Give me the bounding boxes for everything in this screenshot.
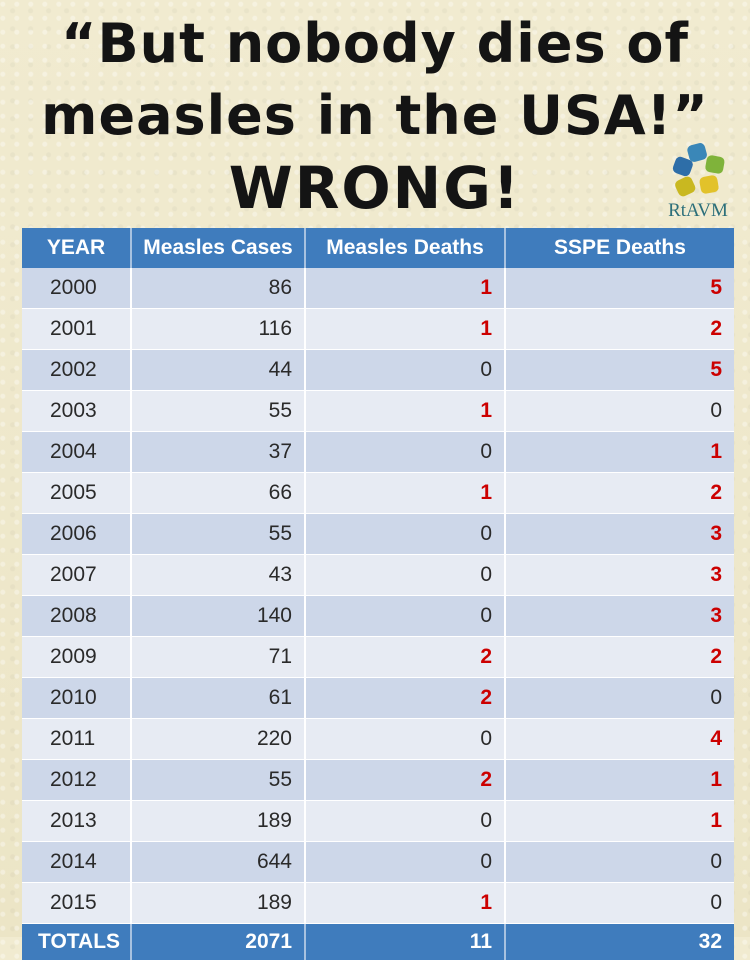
sspe-cell: 0 — [505, 842, 734, 883]
deaths-cell: 1 — [305, 473, 505, 514]
flower-logo-icon — [666, 142, 730, 200]
year-cell: 2007 — [22, 555, 131, 596]
year-cell: 2000 — [22, 268, 131, 309]
sspe-cell: 0 — [505, 883, 734, 924]
deaths-cell: 0 — [305, 432, 505, 473]
sspe-cell: 0 — [505, 678, 734, 719]
sspe-cell: 0 — [505, 391, 734, 432]
sspe-cell: 3 — [505, 514, 734, 555]
header-deaths: Measles Deaths — [305, 228, 505, 268]
sspe-cell: 2 — [505, 309, 734, 350]
table-header-row: YEAR Measles Cases Measles Deaths SSPE D… — [22, 228, 734, 268]
year-cell: 2006 — [22, 514, 131, 555]
deaths-cell: 0 — [305, 514, 505, 555]
cases-cell: 55 — [131, 514, 305, 555]
sspe-cell: 2 — [505, 473, 734, 514]
sspe-cell: 2 — [505, 637, 734, 678]
year-cell: 2001 — [22, 309, 131, 350]
cases-cell: 61 — [131, 678, 305, 719]
deaths-cell: 2 — [305, 678, 505, 719]
cases-cell: 189 — [131, 883, 305, 924]
deaths-cell: 0 — [305, 596, 505, 637]
deaths-cell: 2 — [305, 760, 505, 801]
headline-line-2: measles in the USA!” — [0, 80, 750, 152]
sspe-cell: 5 — [505, 268, 734, 309]
year-cell: 2003 — [22, 391, 131, 432]
sspe-cell: 1 — [505, 801, 734, 842]
cases-cell: 644 — [131, 842, 305, 883]
cases-cell: 43 — [131, 555, 305, 596]
sspe-cell: 1 — [505, 760, 734, 801]
cases-cell: 44 — [131, 350, 305, 391]
cases-cell: 66 — [131, 473, 305, 514]
deaths-cell: 0 — [305, 719, 505, 760]
deaths-cell: 1 — [305, 309, 505, 350]
year-cell: 2009 — [22, 637, 131, 678]
year-cell: 2010 — [22, 678, 131, 719]
totals-row: TOTALS 2071 11 32 — [22, 924, 734, 960]
totals-deaths: 11 — [305, 924, 505, 960]
year-cell: 2008 — [22, 596, 131, 637]
sspe-cell: 3 — [505, 596, 734, 637]
totals-sspe: 32 — [505, 924, 734, 960]
header-cases: Measles Cases — [131, 228, 305, 268]
measles-table: YEAR Measles Cases Measles Deaths SSPE D… — [22, 228, 734, 960]
deaths-cell: 1 — [305, 268, 505, 309]
cases-cell: 37 — [131, 432, 305, 473]
year-cell: 2015 — [22, 883, 131, 924]
year-cell: 2005 — [22, 473, 131, 514]
cases-cell: 116 — [131, 309, 305, 350]
year-cell: 2013 — [22, 801, 131, 842]
deaths-cell: 0 — [305, 350, 505, 391]
year-cell: 2011 — [22, 719, 131, 760]
totals-cases: 2071 — [131, 924, 305, 960]
year-cell: 2002 — [22, 350, 131, 391]
logo-text: RtAVM — [662, 200, 734, 222]
sspe-cell: 3 — [505, 555, 734, 596]
cases-cell: 86 — [131, 268, 305, 309]
cases-cell: 220 — [131, 719, 305, 760]
year-cell: 2004 — [22, 432, 131, 473]
headline-line-3: WRONG! — [0, 152, 750, 224]
headline: “But nobody dies of measles in the USA!”… — [0, 0, 750, 228]
cases-cell: 71 — [131, 637, 305, 678]
cases-cell: 55 — [131, 760, 305, 801]
sspe-cell: 5 — [505, 350, 734, 391]
rtavm-logo: RtAVM — [662, 142, 734, 224]
totals-label: TOTALS — [22, 924, 131, 960]
deaths-cell: 2 — [305, 637, 505, 678]
cases-cell: 189 — [131, 801, 305, 842]
cases-cell: 140 — [131, 596, 305, 637]
year-cell: 2014 — [22, 842, 131, 883]
deaths-cell: 0 — [305, 801, 505, 842]
deaths-cell: 1 — [305, 883, 505, 924]
deaths-cell: 1 — [305, 391, 505, 432]
year-cell: 2012 — [22, 760, 131, 801]
deaths-cell: 0 — [305, 842, 505, 883]
headline-line-1: “But nobody dies of — [0, 8, 750, 80]
cases-cell: 55 — [131, 391, 305, 432]
sspe-cell: 4 — [505, 719, 734, 760]
sspe-cell: 1 — [505, 432, 734, 473]
header-sspe: SSPE Deaths — [505, 228, 734, 268]
header-year: YEAR — [22, 228, 131, 268]
deaths-cell: 0 — [305, 555, 505, 596]
